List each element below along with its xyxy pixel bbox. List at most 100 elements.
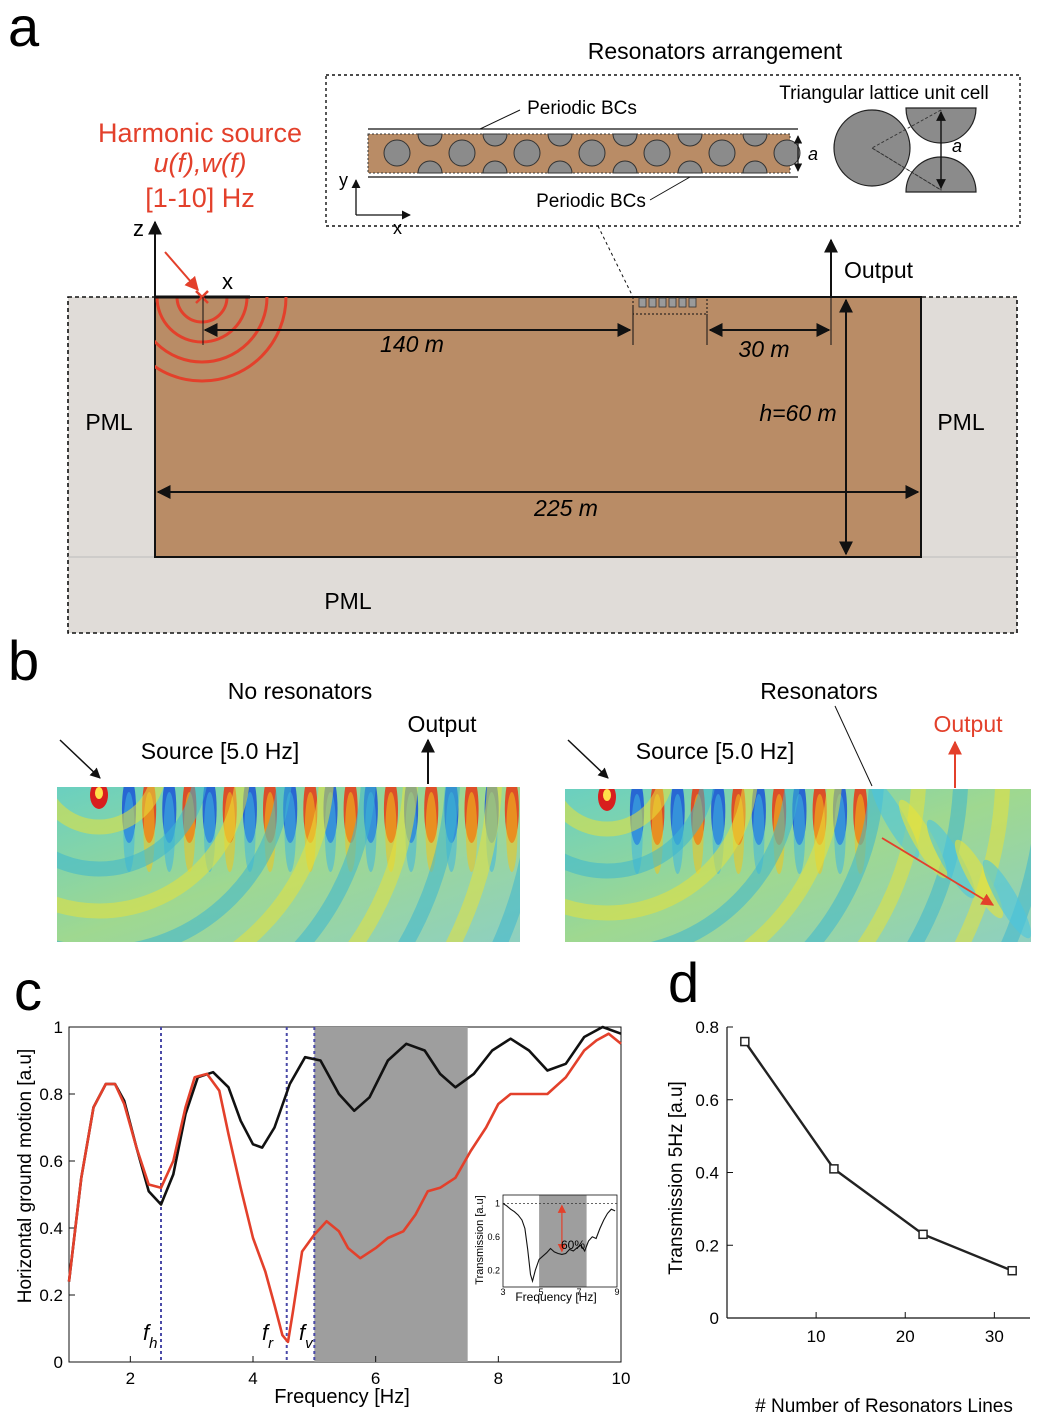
left-source-label: Source [5.0 Hz] [141,738,300,764]
panel-c: c 2 4 6 8 10 0 0.2 0.4 0.6 0.8 1 Horizontal ground… [14,959,630,1408]
panel-b: b No resonators Source [5.0 Hz] Output R… [8,629,1031,942]
resonator-cells [638,297,697,308]
chart-d-ytick-label: 0 [710,1309,719,1328]
field-source-core [603,789,611,801]
chart-d-xlabel: # Number of Resonators Lines [755,1396,1013,1417]
strip-resonator [448,139,476,167]
field-lobe-tail [506,792,518,872]
field-lobe-tail [793,794,806,874]
left-wavefield [57,787,520,942]
strip-half-resonator [742,133,768,147]
strip-half-resonator [677,160,703,174]
soil-domain [154,296,922,558]
local-x-label: x [393,218,402,238]
chart-c-xtick-label: 4 [248,1369,257,1388]
strip-spacing-label: a [808,144,818,164]
field-lobe-tail [284,792,296,872]
pml-bottom-label: PML [324,588,372,614]
strip-half-resonator [417,160,443,174]
inset-frame [502,1194,618,1288]
local-y-label: y [339,170,348,190]
chart-c-xtick-label: 8 [494,1369,503,1388]
dimension-140m-label: 140 m [380,331,444,357]
source-range: [1-10] Hz [145,183,255,213]
inset-xtick-label: 9 [614,1287,619,1297]
resonators-pointer [834,705,873,787]
right-source-label: Source [5.0 Hz] [636,738,795,764]
left-field-title: No resonators [228,678,372,704]
chart-d-ytick-label: 0.2 [695,1236,719,1255]
inset-ylabel: Transmission [a.u] [474,1195,486,1284]
dimension-30m-label: 30 m [738,336,789,362]
field-diffracted [982,859,1031,939]
inset-xtick-label: 7 [576,1287,581,1297]
field-lobe-tail [753,794,765,874]
strip-half-resonator [612,133,638,147]
strip-resonator [773,139,801,167]
right-source-arrow [567,739,609,779]
source-displacement: u(f),w(f) [154,148,247,178]
chart-c-ytick-label: 0.8 [39,1085,63,1104]
inset-xtick-label: 3 [500,1287,505,1297]
chart-c-xtick-label: 6 [371,1369,380,1388]
source-marker [195,290,209,304]
output-label: Output [844,257,914,283]
field-lobe-tail [465,792,478,872]
left-source-arrow [59,739,101,779]
marker-fh-label: fh [143,1320,157,1352]
resonator-zone [632,296,708,315]
field-lobe-tail [244,792,256,872]
chart-c-ytick-label: 0.6 [39,1152,63,1171]
unit-cell-diagram [833,107,977,193]
source-arrow [164,251,199,292]
periodic-bottom-leader [649,176,691,201]
chart-d-ytick-label: 0.4 [695,1164,719,1183]
chart-d-ytick-label: 0.6 [695,1091,719,1110]
strip-half-resonator [547,160,573,174]
unit-cell-spacing-label: a [952,136,962,156]
inset-xtick-label: 5 [538,1287,543,1297]
left-output-label: Output [407,711,477,737]
marker-fr-label: fr [262,1320,274,1352]
chart-c-ytick-label: 0.4 [39,1219,63,1238]
field-lobe-tail [425,792,437,872]
chart-d-point [918,1229,928,1240]
unit-cell-title: Triangular lattice unit cell [779,83,988,104]
dimension-width-label: 225 m [533,495,598,521]
strip-half-resonator [677,133,703,147]
pml-left-label: PML [85,409,133,435]
strip-resonator [643,139,671,167]
strip-half-resonator [482,160,508,174]
chart-c-ytick-label: 1 [54,1018,63,1037]
chart-d-xtick-label: 20 [896,1327,915,1346]
field-arc [565,789,758,921]
chart-c-inset: 3 5 7 9 0.2 0.6 1 [474,1188,620,1306]
strip-resonator [708,139,736,167]
panel-b-letter: b [8,629,39,692]
inset-ytick-label: 0.2 [487,1265,500,1275]
strip-half-resonator [417,133,443,147]
chart-d-ytick-label: 0.8 [695,1018,719,1037]
strip-resonator [513,139,541,167]
chart-c-xtick-label: 2 [126,1369,135,1388]
chart-c-ytick-label: 0 [54,1353,63,1372]
chart-d-xtick-label: 10 [807,1327,826,1346]
axis-x-label: x [222,269,233,294]
marker-fv-label: fv [299,1320,314,1352]
strip-resonator [383,139,411,167]
pml-right-label: PML [937,409,985,435]
chart-d-point [829,1164,839,1174]
arrangement-title: Resonators arrangement [588,38,843,64]
chart-c-bandgap [314,1027,468,1362]
inset-xlabel: Frequency [Hz] [515,1290,596,1304]
strip-half-resonator [547,133,573,147]
field-arc [565,789,672,837]
strip-resonators [383,133,801,174]
strip-resonator [578,139,606,167]
field-diffracted [926,819,976,899]
chart-d-point [740,1036,750,1047]
chart-d-point [1007,1265,1017,1276]
panel-a-letter: a [8,0,40,58]
chart-c-ytick-label: 0.2 [39,1286,63,1305]
